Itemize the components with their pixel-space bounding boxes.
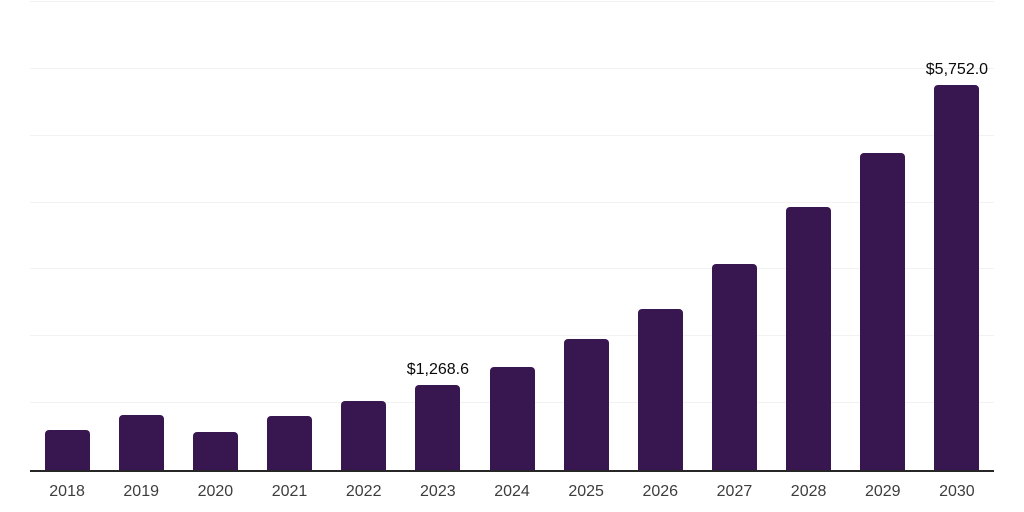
bar-2025 (563, 339, 609, 470)
gridline-4000 (30, 201, 994, 203)
x-tick-2018: 2018 (49, 483, 85, 500)
gridline-7000 (30, 1, 994, 2)
bar-2022 (341, 401, 387, 470)
x-axis: 2018 2019 2020 2021 2022 2023 2024 2025 2026 2027… (30, 483, 994, 505)
bar-2018 (44, 430, 90, 470)
bar-2020 (192, 432, 238, 470)
x-tick-2024: 2024 (494, 483, 530, 500)
bar-2019 (118, 415, 164, 470)
gridline-3000 (30, 268, 994, 270)
bar-2024 (489, 366, 535, 470)
x-tick-2028: 2028 (790, 483, 827, 500)
bar-2030 (934, 85, 980, 470)
gridline-2000 (30, 335, 994, 337)
bar-2021 (267, 416, 313, 470)
x-tick-2029: 2029 (864, 483, 901, 500)
bar-2026 (637, 308, 683, 470)
x-tick-2026: 2026 (642, 483, 679, 500)
x-tick-2020: 2020 (197, 483, 234, 500)
plot-area: $1,268.6 $5,752.0 (30, 1, 994, 472)
data-label-2023: $1,268.6 (406, 361, 469, 379)
bar-2028 (786, 207, 832, 470)
x-tick-2019: 2019 (123, 483, 159, 500)
x-tick-2027: 2027 (716, 483, 753, 500)
x-tick-2023: 2023 (420, 483, 456, 500)
x-tick-2022: 2022 (345, 483, 382, 500)
gridline-5000 (30, 134, 994, 136)
gridline-6000 (30, 67, 994, 69)
x-tick-2021: 2021 (271, 483, 308, 500)
bar-2029 (860, 153, 906, 470)
bar-2023 (415, 385, 461, 470)
x-tick-2025: 2025 (568, 483, 604, 500)
bar-2027 (711, 263, 757, 470)
data-label-2030: $5,752.0 (925, 61, 989, 79)
x-tick-2030: 2030 (939, 483, 975, 500)
